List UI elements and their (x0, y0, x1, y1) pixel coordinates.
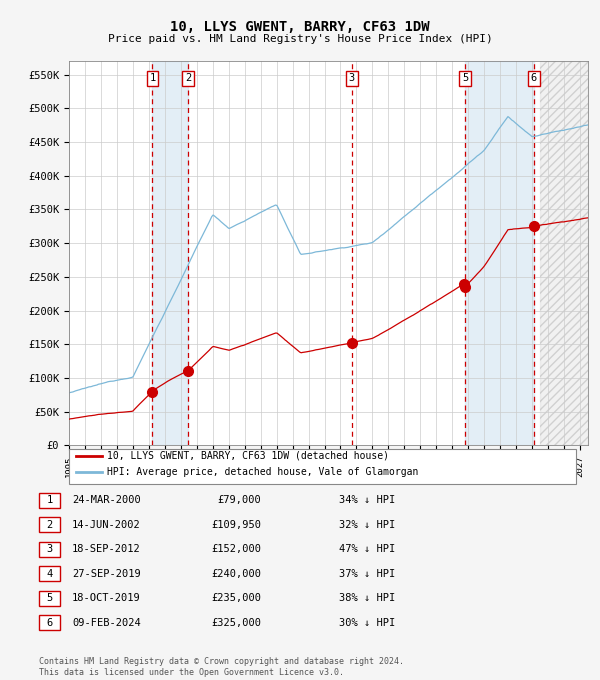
Text: 2: 2 (46, 520, 53, 530)
Text: £235,000: £235,000 (211, 594, 261, 603)
Text: £79,000: £79,000 (217, 496, 261, 505)
Text: £109,950: £109,950 (211, 520, 261, 530)
Text: £325,000: £325,000 (211, 618, 261, 628)
Text: 1: 1 (149, 73, 155, 84)
Text: 14-JUN-2002: 14-JUN-2002 (72, 520, 141, 530)
Bar (540, 61, 588, 445)
Text: 18-SEP-2012: 18-SEP-2012 (72, 545, 141, 554)
Text: HPI: Average price, detached house, Vale of Glamorgan: HPI: Average price, detached house, Vale… (107, 467, 418, 477)
Text: 09-FEB-2024: 09-FEB-2024 (72, 618, 141, 628)
Text: 37% ↓ HPI: 37% ↓ HPI (339, 569, 395, 579)
Text: Contains HM Land Registry data © Crown copyright and database right 2024.
This d: Contains HM Land Registry data © Crown c… (39, 657, 404, 677)
Text: 24-MAR-2000: 24-MAR-2000 (72, 496, 141, 505)
Text: 38% ↓ HPI: 38% ↓ HPI (339, 594, 395, 603)
Text: 6: 6 (531, 73, 537, 84)
Text: 5: 5 (462, 73, 468, 84)
Text: 30% ↓ HPI: 30% ↓ HPI (339, 618, 395, 628)
Text: £152,000: £152,000 (211, 545, 261, 554)
Text: 10, LLYS GWENT, BARRY, CF63 1DW: 10, LLYS GWENT, BARRY, CF63 1DW (170, 20, 430, 34)
Bar (465, 61, 534, 445)
Text: 27-SEP-2019: 27-SEP-2019 (72, 569, 141, 579)
Text: 3: 3 (349, 73, 355, 84)
Bar (540, 61, 588, 445)
Text: Price paid vs. HM Land Registry's House Price Index (HPI): Price paid vs. HM Land Registry's House … (107, 35, 493, 44)
Text: 34% ↓ HPI: 34% ↓ HPI (339, 496, 395, 505)
Text: 5: 5 (46, 594, 53, 603)
Text: 4: 4 (46, 569, 53, 579)
Text: 3: 3 (46, 545, 53, 554)
Text: 47% ↓ HPI: 47% ↓ HPI (339, 545, 395, 554)
Text: 1: 1 (46, 496, 53, 505)
Text: 6: 6 (46, 618, 53, 628)
Text: 10, LLYS GWENT, BARRY, CF63 1DW (detached house): 10, LLYS GWENT, BARRY, CF63 1DW (detache… (107, 451, 389, 460)
Text: £240,000: £240,000 (211, 569, 261, 579)
Text: 32% ↓ HPI: 32% ↓ HPI (339, 520, 395, 530)
Bar (152, 61, 188, 445)
Text: 2: 2 (185, 73, 191, 84)
Text: 18-OCT-2019: 18-OCT-2019 (72, 594, 141, 603)
